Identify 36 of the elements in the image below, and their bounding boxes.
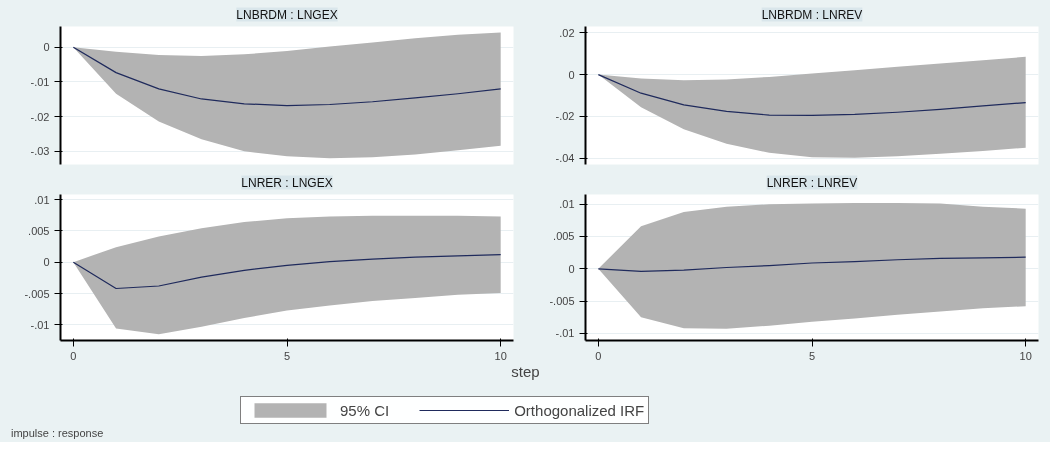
y-tick-label: -.005 bbox=[549, 295, 575, 308]
y-tick-label: .005 bbox=[553, 230, 575, 243]
y-tick-label: -.01 bbox=[555, 327, 575, 340]
y-tick-label: 0 bbox=[568, 262, 575, 275]
y-tick-label: -.03 bbox=[30, 145, 50, 158]
y-tick-label: -.005 bbox=[24, 287, 50, 300]
x-tick-label: 5 bbox=[283, 349, 291, 362]
y-tick-label: -.02 bbox=[30, 110, 50, 123]
y-tick-label: -.02 bbox=[555, 110, 575, 123]
x-axis-title: step bbox=[511, 363, 540, 381]
text: Orthogonalized IRF bbox=[514, 401, 645, 419]
x-tick-label: 0 bbox=[70, 349, 77, 362]
y-tick-label: -.01 bbox=[30, 318, 50, 331]
x-tick-label: 5 bbox=[808, 349, 816, 362]
line-series bbox=[597, 73, 1027, 116]
text: impulse : response bbox=[11, 427, 104, 440]
x-tick-label: 10 bbox=[494, 349, 507, 362]
line-series bbox=[72, 46, 502, 107]
y-tick-label: .01 bbox=[559, 198, 575, 211]
legend-label: 95% CI bbox=[340, 401, 390, 419]
y-tick-label: -.04 bbox=[555, 152, 575, 165]
y-tick-label: .02 bbox=[559, 26, 575, 39]
y-tick-label: 0 bbox=[43, 41, 50, 54]
chart-title: LNBRDM : LNGEX bbox=[236, 7, 338, 22]
chart-title: LNRER : LNGEX bbox=[241, 175, 333, 190]
y-tick-label: .01 bbox=[34, 193, 50, 206]
y-tick-label: 0 bbox=[568, 68, 575, 81]
line-series bbox=[72, 254, 502, 290]
x-tick-label: 10 bbox=[1019, 349, 1032, 362]
x-tick-label: 0 bbox=[595, 349, 602, 362]
y-tick-label: -.01 bbox=[30, 75, 50, 88]
line-series bbox=[597, 256, 1027, 272]
chart-title: LNRER : LNREV bbox=[766, 175, 858, 190]
y-tick-label: .005 bbox=[28, 224, 50, 237]
y-tick-label: 0 bbox=[43, 256, 50, 269]
chart-title: LNBRDM : LNREV bbox=[761, 7, 863, 22]
